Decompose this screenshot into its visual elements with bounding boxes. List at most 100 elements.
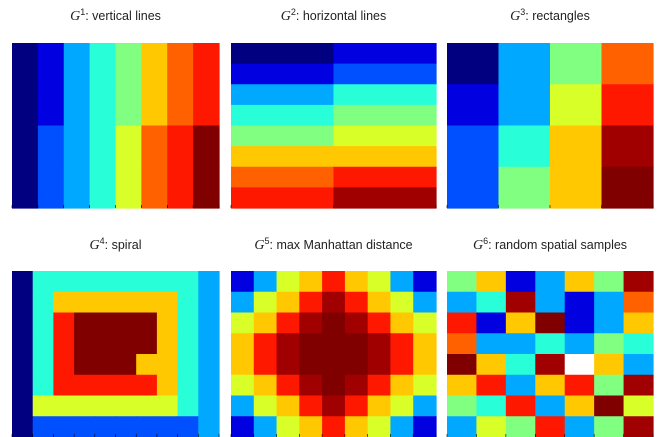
heatmap-cell (367, 333, 392, 355)
heatmap-cell (367, 354, 392, 376)
heatmap-cell (136, 333, 158, 355)
heatmap-cell (476, 271, 507, 293)
heatmap-cell (299, 291, 323, 314)
heatmap-cell (367, 312, 392, 334)
heatmap-cell (623, 291, 654, 314)
heatmap-cell (447, 374, 478, 397)
heatmap-cell (231, 416, 255, 437)
heatmap-cell (535, 416, 566, 437)
heatmap-cell (601, 125, 654, 168)
title-superscript-4: 4 (99, 236, 105, 246)
heatmap-cell (505, 271, 536, 293)
heatmap-cell (344, 312, 369, 334)
title-symbol-4: G (89, 238, 100, 254)
heatmap-cell (333, 125, 437, 147)
heatmap-cell (12, 125, 39, 168)
heatmap-cell (390, 354, 414, 376)
heatmap-cell (594, 333, 625, 355)
heatmap-cell (476, 395, 507, 417)
heatmap-cell (74, 395, 96, 417)
heatmap-cell (367, 291, 392, 314)
heatmap-cell (141, 166, 168, 209)
heatmap-vertical-lines (11, 43, 220, 209)
heatmap-cell (498, 125, 551, 168)
heatmap-cell (564, 374, 595, 397)
heatmap-cell (476, 333, 507, 355)
heatmap-cell (344, 291, 369, 314)
heatmap-cell (115, 312, 137, 334)
heatmap-cell (601, 84, 654, 127)
panel-title-6: G6: random spatial samples (447, 236, 653, 254)
heatmap-cell (253, 395, 278, 417)
heatmap-cell (333, 84, 437, 106)
heatmap-rectangles (446, 43, 654, 209)
heatmap-cell (32, 395, 54, 417)
heatmap-cell (413, 374, 437, 397)
heatmap-cell (37, 166, 65, 209)
heatmap-cell (476, 416, 507, 437)
heatmap-cell (253, 416, 278, 437)
heatmap-cell (115, 43, 142, 85)
heatmap-cell (564, 271, 595, 293)
heatmap-cell (476, 312, 507, 334)
heatmap-cell (447, 354, 478, 376)
heatmap-cell (94, 271, 117, 293)
heatmap-cell (299, 354, 323, 376)
heatmap-cell (53, 312, 75, 334)
heatmap-cell (141, 84, 168, 127)
heatmap-cell (299, 374, 323, 397)
heatmap-cell (94, 354, 117, 376)
heatmap-cell (299, 416, 323, 437)
heatmap-cell (156, 416, 179, 437)
heatmap-cell (535, 395, 566, 417)
heatmap-cell (344, 395, 369, 417)
heatmap-cell (115, 166, 142, 209)
heatmap-cell (564, 291, 595, 314)
heatmap-cell (32, 312, 54, 334)
heatmap-cell (344, 354, 369, 376)
heatmap-cell (94, 395, 117, 417)
heatmap-cell (390, 374, 414, 397)
heatmap-cell (564, 416, 595, 437)
panel-title-2: G2: horizontal lines (231, 7, 436, 25)
heatmap-cell (74, 416, 96, 437)
heatmap-cell (390, 312, 414, 334)
heatmap-cell (193, 43, 220, 85)
heatmap-cell (198, 312, 220, 334)
heatmap-cell (12, 312, 34, 334)
heatmap-cell (367, 271, 392, 293)
heatmap-cell (63, 166, 91, 209)
heatmap-cell (156, 374, 179, 397)
heatmap-cell (53, 416, 75, 437)
heatmap-cell (12, 374, 34, 397)
heatmap-cell (156, 271, 179, 293)
title-superscript-5: 5 (264, 236, 270, 246)
heatmap-cell (115, 374, 137, 397)
heatmap-cell (505, 416, 536, 437)
heatmap-cell (550, 84, 603, 127)
heatmap-cell (505, 354, 536, 376)
heatmap-cell (89, 166, 117, 209)
heatmap-cell (177, 395, 199, 417)
title-superscript-2: 2 (290, 7, 296, 17)
heatmap-cell (12, 43, 39, 85)
heatmap-cell (198, 374, 220, 397)
heatmap-cell (115, 416, 137, 437)
heatmap-cell (594, 291, 625, 314)
heatmap-cell (231, 146, 335, 168)
heatmap-cell (115, 125, 142, 168)
heatmap-manhattan-distance (230, 271, 437, 437)
heatmap-cell (601, 43, 654, 85)
heatmap-cell (505, 395, 536, 417)
heatmap-cell (498, 166, 551, 209)
heatmap-cell (276, 374, 300, 397)
heatmap-cell (253, 333, 278, 355)
heatmap-cell (322, 416, 346, 437)
heatmap-cell (115, 354, 137, 376)
heatmap-cell (74, 291, 96, 314)
heatmap-cell (115, 395, 137, 417)
heatmap-cell (253, 271, 278, 293)
heatmap-cell (333, 166, 437, 188)
heatmap-cell (231, 187, 335, 209)
heatmap-cell (623, 354, 654, 376)
